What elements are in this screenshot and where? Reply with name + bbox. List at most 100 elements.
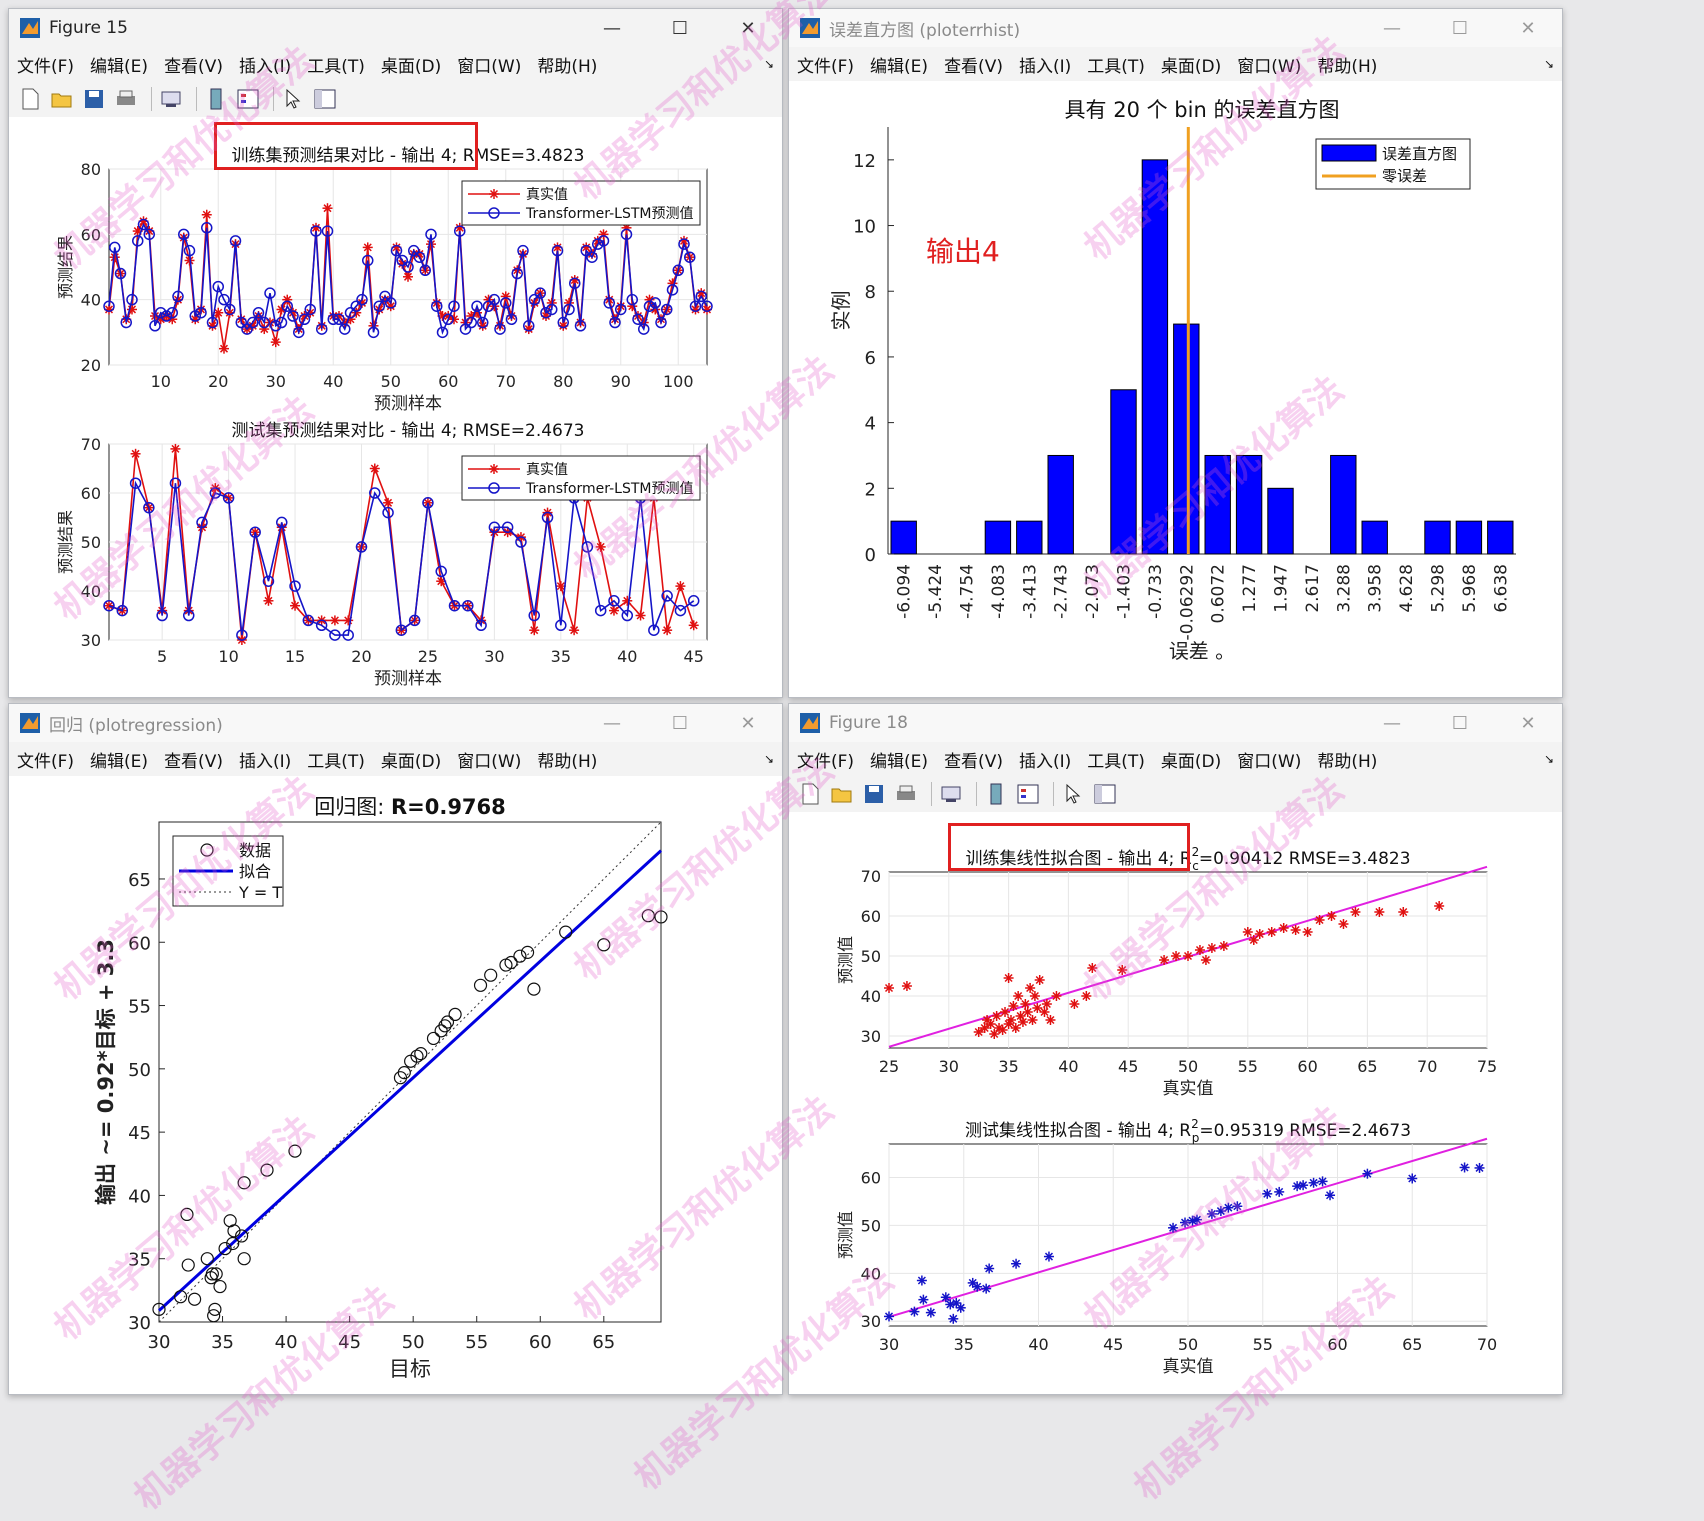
true-value-point xyxy=(270,337,281,348)
menu-help[interactable]: 帮助(H) xyxy=(537,56,598,77)
error-histogram-window[interactable]: 误差直方图 (ploterrhist) — ☐ ✕ 文件(F) 编辑(E) 查看… xyxy=(788,8,1563,698)
close-icon[interactable]: ✕ xyxy=(740,17,756,39)
scatter-point xyxy=(1087,963,1098,973)
x-tick-label: 10 xyxy=(218,647,238,666)
menu-file[interactable]: 文件(F) xyxy=(797,56,855,77)
menu-edit[interactable]: 编辑(E) xyxy=(870,751,929,772)
title-bar[interactable]: Figure 18 — ☐ ✕ xyxy=(789,704,1562,742)
property-editor-icon[interactable] xyxy=(312,86,338,112)
menu-edit[interactable]: 编辑(E) xyxy=(870,56,929,77)
menu-view[interactable]: 查看(V) xyxy=(164,56,223,77)
menu-file[interactable]: 文件(F) xyxy=(17,751,75,772)
menu-tools[interactable]: 工具(T) xyxy=(1087,751,1145,772)
title-bar[interactable]: Figure 15 — ☐ ✕ xyxy=(9,9,782,47)
predicted-value-point xyxy=(666,284,679,296)
menu-tools[interactable]: 工具(T) xyxy=(307,56,365,77)
menu-window[interactable]: 窗口(W) xyxy=(1237,751,1302,772)
menu-view[interactable]: 查看(V) xyxy=(944,751,1003,772)
x-tick-label: 65 xyxy=(1402,1335,1422,1354)
menu-insert[interactable]: 插入(I) xyxy=(1018,751,1072,772)
menu-insert[interactable]: 插入(I) xyxy=(1018,56,1072,77)
predicted-value-point xyxy=(103,599,115,612)
predicted-value-point xyxy=(580,244,592,257)
close-icon[interactable]: ✕ xyxy=(1520,17,1536,39)
menu-window[interactable]: 窗口(W) xyxy=(1237,56,1302,77)
menu-help[interactable]: 帮助(H) xyxy=(1317,751,1378,772)
maximize-icon[interactable]: ☐ xyxy=(671,712,689,734)
scatter-point xyxy=(1314,915,1325,925)
legend-icon[interactable] xyxy=(235,86,261,112)
dock-arrow-icon[interactable]: ↘ xyxy=(763,57,774,71)
save-icon[interactable] xyxy=(81,86,107,112)
minimize-icon[interactable]: — xyxy=(603,712,621,734)
menu-edit[interactable]: 编辑(E) xyxy=(90,56,149,77)
data-point xyxy=(641,909,655,923)
open-folder-icon[interactable] xyxy=(49,86,75,112)
menu-tools[interactable]: 工具(T) xyxy=(307,751,365,772)
print-icon[interactable] xyxy=(893,781,919,807)
pointer-icon[interactable] xyxy=(1060,781,1086,807)
menu-view[interactable]: 查看(V) xyxy=(164,751,223,772)
scatter-point xyxy=(1350,907,1361,917)
minimize-icon[interactable]: — xyxy=(1383,712,1401,734)
new-file-icon[interactable] xyxy=(17,86,43,112)
dock-arrow-icon[interactable]: ↘ xyxy=(1543,752,1554,766)
predicted-value-point xyxy=(678,238,690,250)
link-plot-icon[interactable] xyxy=(938,781,964,807)
matlab-icon xyxy=(800,18,820,38)
pointer-icon[interactable] xyxy=(280,86,306,112)
menu-help[interactable]: 帮助(H) xyxy=(1317,56,1378,77)
menu-insert[interactable]: 插入(I) xyxy=(238,751,292,772)
colorbar-icon[interactable] xyxy=(983,781,1009,807)
menu-view[interactable]: 查看(V) xyxy=(944,56,1003,77)
menu-window[interactable]: 窗口(W) xyxy=(457,751,522,772)
menu-help[interactable]: 帮助(H) xyxy=(537,751,598,772)
figure15-window[interactable]: Figure 15 — ☐ ✕ 文件(F) 编辑(E) 查看(V) 插入(I) … xyxy=(8,8,783,698)
minimize-icon[interactable]: — xyxy=(1383,17,1401,39)
maximize-icon[interactable]: ☐ xyxy=(671,17,689,39)
title-bar[interactable]: 回归 (plotregression) — ☐ ✕ xyxy=(9,704,782,742)
legend-label: Y = T xyxy=(238,883,282,902)
close-icon[interactable]: ✕ xyxy=(1520,712,1536,734)
minimize-icon[interactable]: — xyxy=(603,17,621,39)
y-tick-label: 20 xyxy=(81,356,101,375)
histogram-bar xyxy=(1361,520,1388,555)
menu-file[interactable]: 文件(F) xyxy=(797,751,855,772)
data-point xyxy=(597,938,611,952)
menu-tools[interactable]: 工具(T) xyxy=(1087,56,1145,77)
link-plot-icon[interactable] xyxy=(158,86,184,112)
menu-desktop[interactable]: 桌面(D) xyxy=(1160,751,1222,772)
menu-file[interactable]: 文件(F) xyxy=(17,56,75,77)
menu-window[interactable]: 窗口(W) xyxy=(457,56,522,77)
property-editor-icon[interactable] xyxy=(1092,781,1118,807)
scatter-point xyxy=(955,1302,966,1313)
maximize-icon[interactable]: ☐ xyxy=(1451,712,1469,734)
figure18-window[interactable]: Figure 18 — ☐ ✕ 文件(F) 编辑(E) 查看(V) 插入(I) … xyxy=(788,703,1563,1395)
maximize-icon[interactable]: ☐ xyxy=(1451,17,1469,39)
data-point xyxy=(237,1176,251,1190)
legend-icon[interactable] xyxy=(1015,781,1041,807)
histogram-bar xyxy=(1235,454,1263,555)
regression-window[interactable]: 回归 (plotregression) — ☐ ✕ 文件(F) 编辑(E) 查看… xyxy=(8,703,783,1395)
colorbar-icon[interactable] xyxy=(203,86,229,112)
dock-arrow-icon[interactable]: ↘ xyxy=(1543,57,1554,71)
x-tick-label: 5.298 xyxy=(1429,564,1449,613)
dock-arrow-icon[interactable]: ↘ xyxy=(763,752,774,766)
menu-desktop[interactable]: 桌面(D) xyxy=(1160,56,1222,77)
menu-edit[interactable]: 编辑(E) xyxy=(90,751,149,772)
x-tick-label: 70 xyxy=(1477,1335,1497,1354)
predicted-value-point xyxy=(264,287,276,299)
save-icon[interactable] xyxy=(861,781,887,807)
title-bar[interactable]: 误差直方图 (ploterrhist) — ☐ ✕ xyxy=(789,9,1562,47)
predicted-value-point xyxy=(293,326,305,339)
print-icon[interactable] xyxy=(113,86,139,112)
scatter-point xyxy=(984,1263,995,1274)
close-icon[interactable]: ✕ xyxy=(740,712,756,734)
predicted-value-point xyxy=(615,303,627,316)
menu-desktop[interactable]: 桌面(D) xyxy=(380,751,442,772)
y-tick-label: 30 xyxy=(861,1312,881,1331)
open-folder-icon[interactable] xyxy=(829,781,855,807)
new-file-icon[interactable] xyxy=(797,781,823,807)
menu-desktop[interactable]: 桌面(D) xyxy=(380,56,442,77)
menu-insert[interactable]: 插入(I) xyxy=(238,56,292,77)
